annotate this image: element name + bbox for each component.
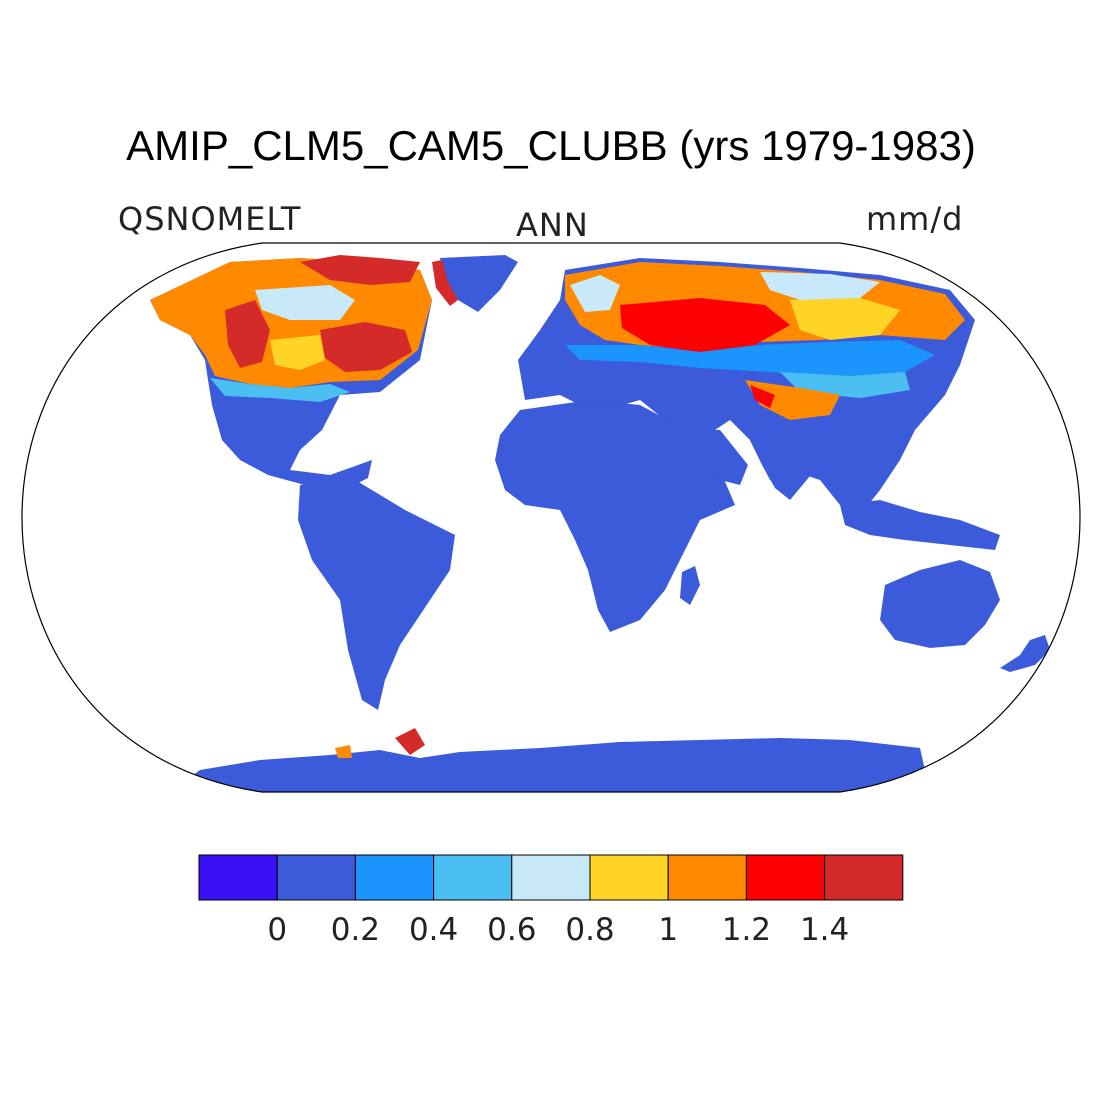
colorbar-tick-label: 1.4 [800,912,849,948]
colorbar-tick-label: 1 [658,912,678,948]
colorbar-swatch [276,854,356,901]
colorbar-tick-label: 0.4 [409,912,458,948]
madagascar [680,566,700,605]
colorbar-swatch [511,854,591,901]
map-field [22,243,1080,792]
africa [495,400,735,632]
new-zealand [1000,635,1050,672]
colorbar-tick-label: 0.2 [331,912,380,948]
tibet-melt [745,380,840,420]
season-label: ANN [516,206,589,244]
colorbar-tick-label: 1.2 [722,912,771,948]
antarctic-peninsula-orange [335,745,352,758]
colorbar-tick-label: 0 [267,912,287,948]
scandinavia-melt [570,275,620,312]
north-america-melt-yellow [270,335,325,370]
colorbar-swatch [745,854,826,901]
north-america-melt-blue-edge [210,378,350,402]
eurasia-melt-lightblue [760,272,880,300]
colorbar-swatch [667,854,747,901]
greenland-edge-red [432,260,458,306]
australia [880,560,1000,648]
plot-title: AMIP_CLM5_CAM5_CLUBB (yrs 1979-1983) [126,122,976,169]
units-label: mm/d [866,200,964,238]
india [750,440,815,500]
colorbar-swatch [354,854,435,901]
colorbar-tick-label: 0.8 [565,912,614,948]
maritime-continent [840,500,1000,550]
colorbar-swatch [433,854,513,901]
eurasia-melt-yellow [790,298,900,340]
colorbar: 0 0.2 0.4 0.6 0.8 1 1.2 1.4 [198,854,904,948]
antarctic-peninsula-melt [395,728,425,755]
colorbar-swatch [589,854,669,901]
map-border [21,242,1081,793]
eurasia-melt-red [620,298,790,352]
tibet-melt-red [750,385,775,408]
north-america-melt-red [225,300,270,368]
north-america-melt-red-east [320,322,412,372]
arabia [680,430,748,485]
arctic-archipelago [300,255,420,285]
north-america-melt-lightblue [255,285,355,320]
greenland [440,255,518,312]
variable-label: QSNOMELT [118,200,302,238]
antarctica [170,738,930,792]
eurasia-melt-blue [565,340,935,378]
colorbar-swatch [198,854,278,901]
south-america [298,478,455,710]
colorbar-tick-label: 0.6 [487,912,536,948]
colorbar-swatch [824,854,904,901]
